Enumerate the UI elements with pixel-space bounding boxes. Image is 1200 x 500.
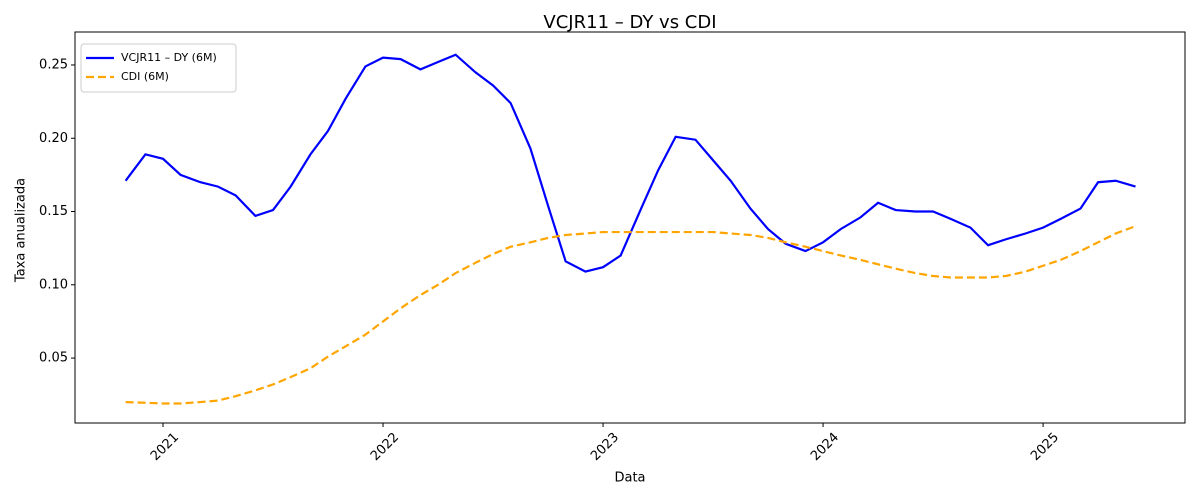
data-line: [124, 53, 1136, 273]
y-tick-label: 0.15: [39, 204, 68, 219]
legend-label: CDI (6M): [121, 70, 169, 83]
x-axis-label: Data: [614, 471, 645, 486]
y-axis-label: Taxa anualizada: [14, 178, 29, 283]
data-line: [125, 225, 1136, 405]
chart-title: VCJR11 – DY vs CDI: [543, 12, 716, 33]
y-tick-label: 0.05: [39, 351, 68, 366]
x-tick-label: 2024: [808, 430, 842, 464]
x-tick-label: 2022: [368, 430, 402, 464]
legend-label: VCJR11 – DY (6M): [121, 51, 217, 64]
y-tick-label: 0.20: [39, 131, 68, 146]
x-tick-label: 2025: [1028, 430, 1062, 464]
y-tick-label: 0.25: [39, 57, 68, 72]
x-tick-label: 2021: [148, 430, 182, 464]
plot-frame: [74, 31, 1186, 424]
x-tick-label: 2023: [588, 430, 622, 464]
y-tick-label: 0.10: [39, 277, 68, 292]
legend-box: [80, 43, 237, 93]
